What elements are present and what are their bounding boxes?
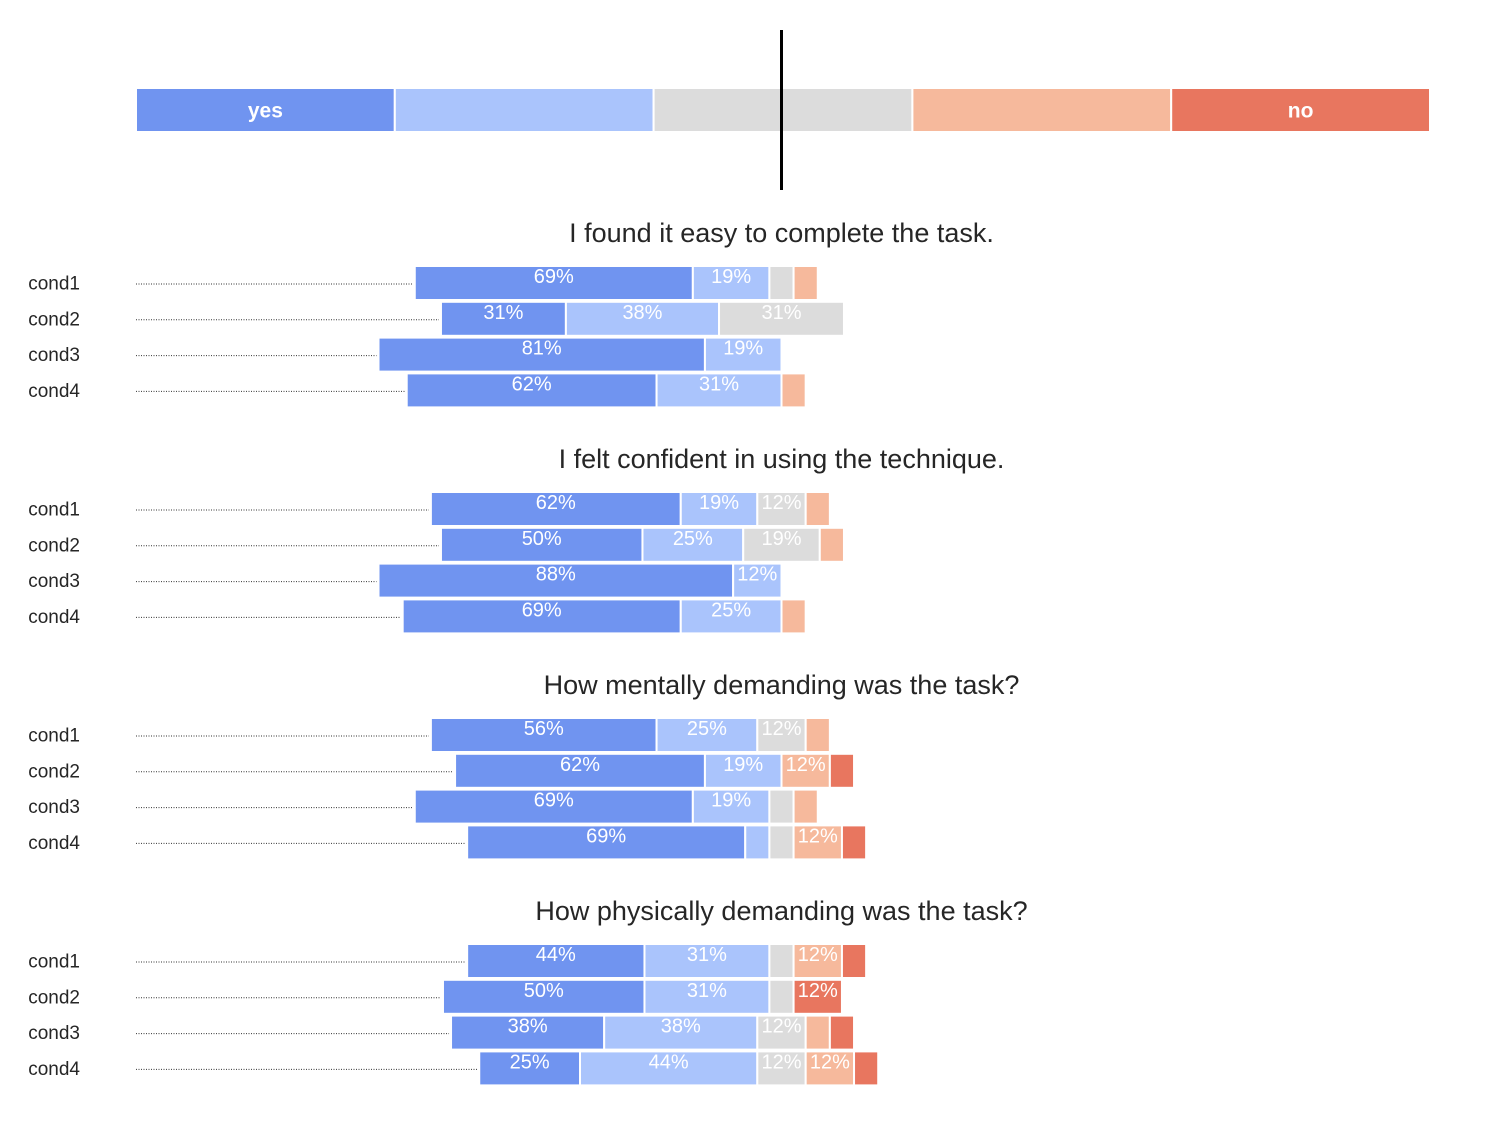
bar-label: 19% <box>761 528 801 550</box>
bar-label: 31% <box>483 302 523 324</box>
bar-label: 12% <box>798 944 838 966</box>
bar-segment <box>806 1016 830 1050</box>
bar-label: 62% <box>560 754 600 776</box>
bar-segment <box>806 718 830 752</box>
bar-label: 62% <box>536 492 576 514</box>
row-label: cond3 <box>28 1023 80 1044</box>
bar-label: 50% <box>524 980 564 1002</box>
bar-segment <box>806 492 830 526</box>
bar-label: 56% <box>524 718 564 740</box>
bar-segment <box>782 599 806 633</box>
bar-label: 31% <box>699 373 739 395</box>
bar-label: 25% <box>673 528 713 550</box>
bar-label: 25% <box>711 599 751 621</box>
bar-segment <box>782 373 806 407</box>
bar-label: 62% <box>512 373 552 395</box>
row-label: cond2 <box>28 761 80 782</box>
bar-label: 19% <box>711 266 751 288</box>
row-label: cond2 <box>28 535 80 556</box>
row-label: cond1 <box>28 274 80 295</box>
bar-label: 81% <box>522 338 562 360</box>
bar-label: 12% <box>737 564 777 586</box>
legend-label: no <box>1288 100 1314 123</box>
row-label: cond4 <box>28 1059 80 1080</box>
bar-segment <box>769 944 793 978</box>
bar-label: 25% <box>687 718 727 740</box>
legend-label: yes <box>248 100 283 123</box>
legend-swatch <box>395 88 654 132</box>
bar-label: 31% <box>687 944 727 966</box>
row-label: cond3 <box>28 345 80 366</box>
bar-segment <box>769 825 793 859</box>
bar-segment <box>745 825 769 859</box>
row-label: cond2 <box>28 987 80 1008</box>
bar-segment <box>794 790 818 824</box>
bar-label: 12% <box>786 754 826 776</box>
bar-label: 44% <box>649 1051 689 1073</box>
bar-label: 38% <box>661 1016 701 1038</box>
bar-label: 31% <box>687 980 727 1002</box>
bar-segment <box>769 980 793 1014</box>
bar-segment <box>769 790 793 824</box>
bar-segment <box>854 1051 878 1085</box>
bar-label: 38% <box>508 1016 548 1038</box>
bar-label: 19% <box>699 492 739 514</box>
panel-title: How physically demanding was the task? <box>535 896 1027 926</box>
bar-label: 12% <box>810 1051 850 1073</box>
bar-label: 38% <box>622 302 662 324</box>
row-label: cond3 <box>28 571 80 592</box>
bar-label: 31% <box>761 302 801 324</box>
row-label: cond2 <box>28 309 80 330</box>
bar-label: 19% <box>723 338 763 360</box>
bar-segment <box>842 825 866 859</box>
bar-label: 12% <box>761 1051 801 1073</box>
row-label: cond4 <box>28 833 80 854</box>
panel-title: I found it easy to complete the task. <box>569 218 994 248</box>
bar-segment <box>830 754 854 788</box>
panel-title: I felt confident in using the technique. <box>559 444 1005 474</box>
bar-label: 69% <box>586 825 626 847</box>
row-label: cond1 <box>28 726 80 747</box>
bar-label: 25% <box>510 1051 550 1073</box>
panel-title: How mentally demanding was the task? <box>544 670 1020 700</box>
bar-label: 12% <box>798 825 838 847</box>
bar-label: 44% <box>536 944 576 966</box>
bar-segment <box>842 944 866 978</box>
row-label: cond4 <box>28 607 80 628</box>
bar-label: 12% <box>761 1016 801 1038</box>
bar-label: 69% <box>534 790 574 812</box>
legend-swatch <box>912 88 1171 132</box>
bar-segment <box>794 266 818 300</box>
bar-label: 12% <box>798 980 838 1002</box>
bar-segment <box>769 266 793 300</box>
bar-label: 19% <box>711 790 751 812</box>
bar-segment <box>820 528 844 562</box>
bar-label: 12% <box>761 718 801 740</box>
row-label: cond4 <box>28 381 80 402</box>
bar-label: 19% <box>723 754 763 776</box>
bar-segment <box>830 1016 854 1050</box>
bar-label: 88% <box>536 564 576 586</box>
row-label: cond1 <box>28 500 80 521</box>
row-label: cond1 <box>28 952 80 973</box>
row-label: cond3 <box>28 797 80 818</box>
bar-label: 69% <box>522 599 562 621</box>
bar-label: 50% <box>522 528 562 550</box>
bar-label: 12% <box>761 492 801 514</box>
bar-label: 69% <box>534 266 574 288</box>
